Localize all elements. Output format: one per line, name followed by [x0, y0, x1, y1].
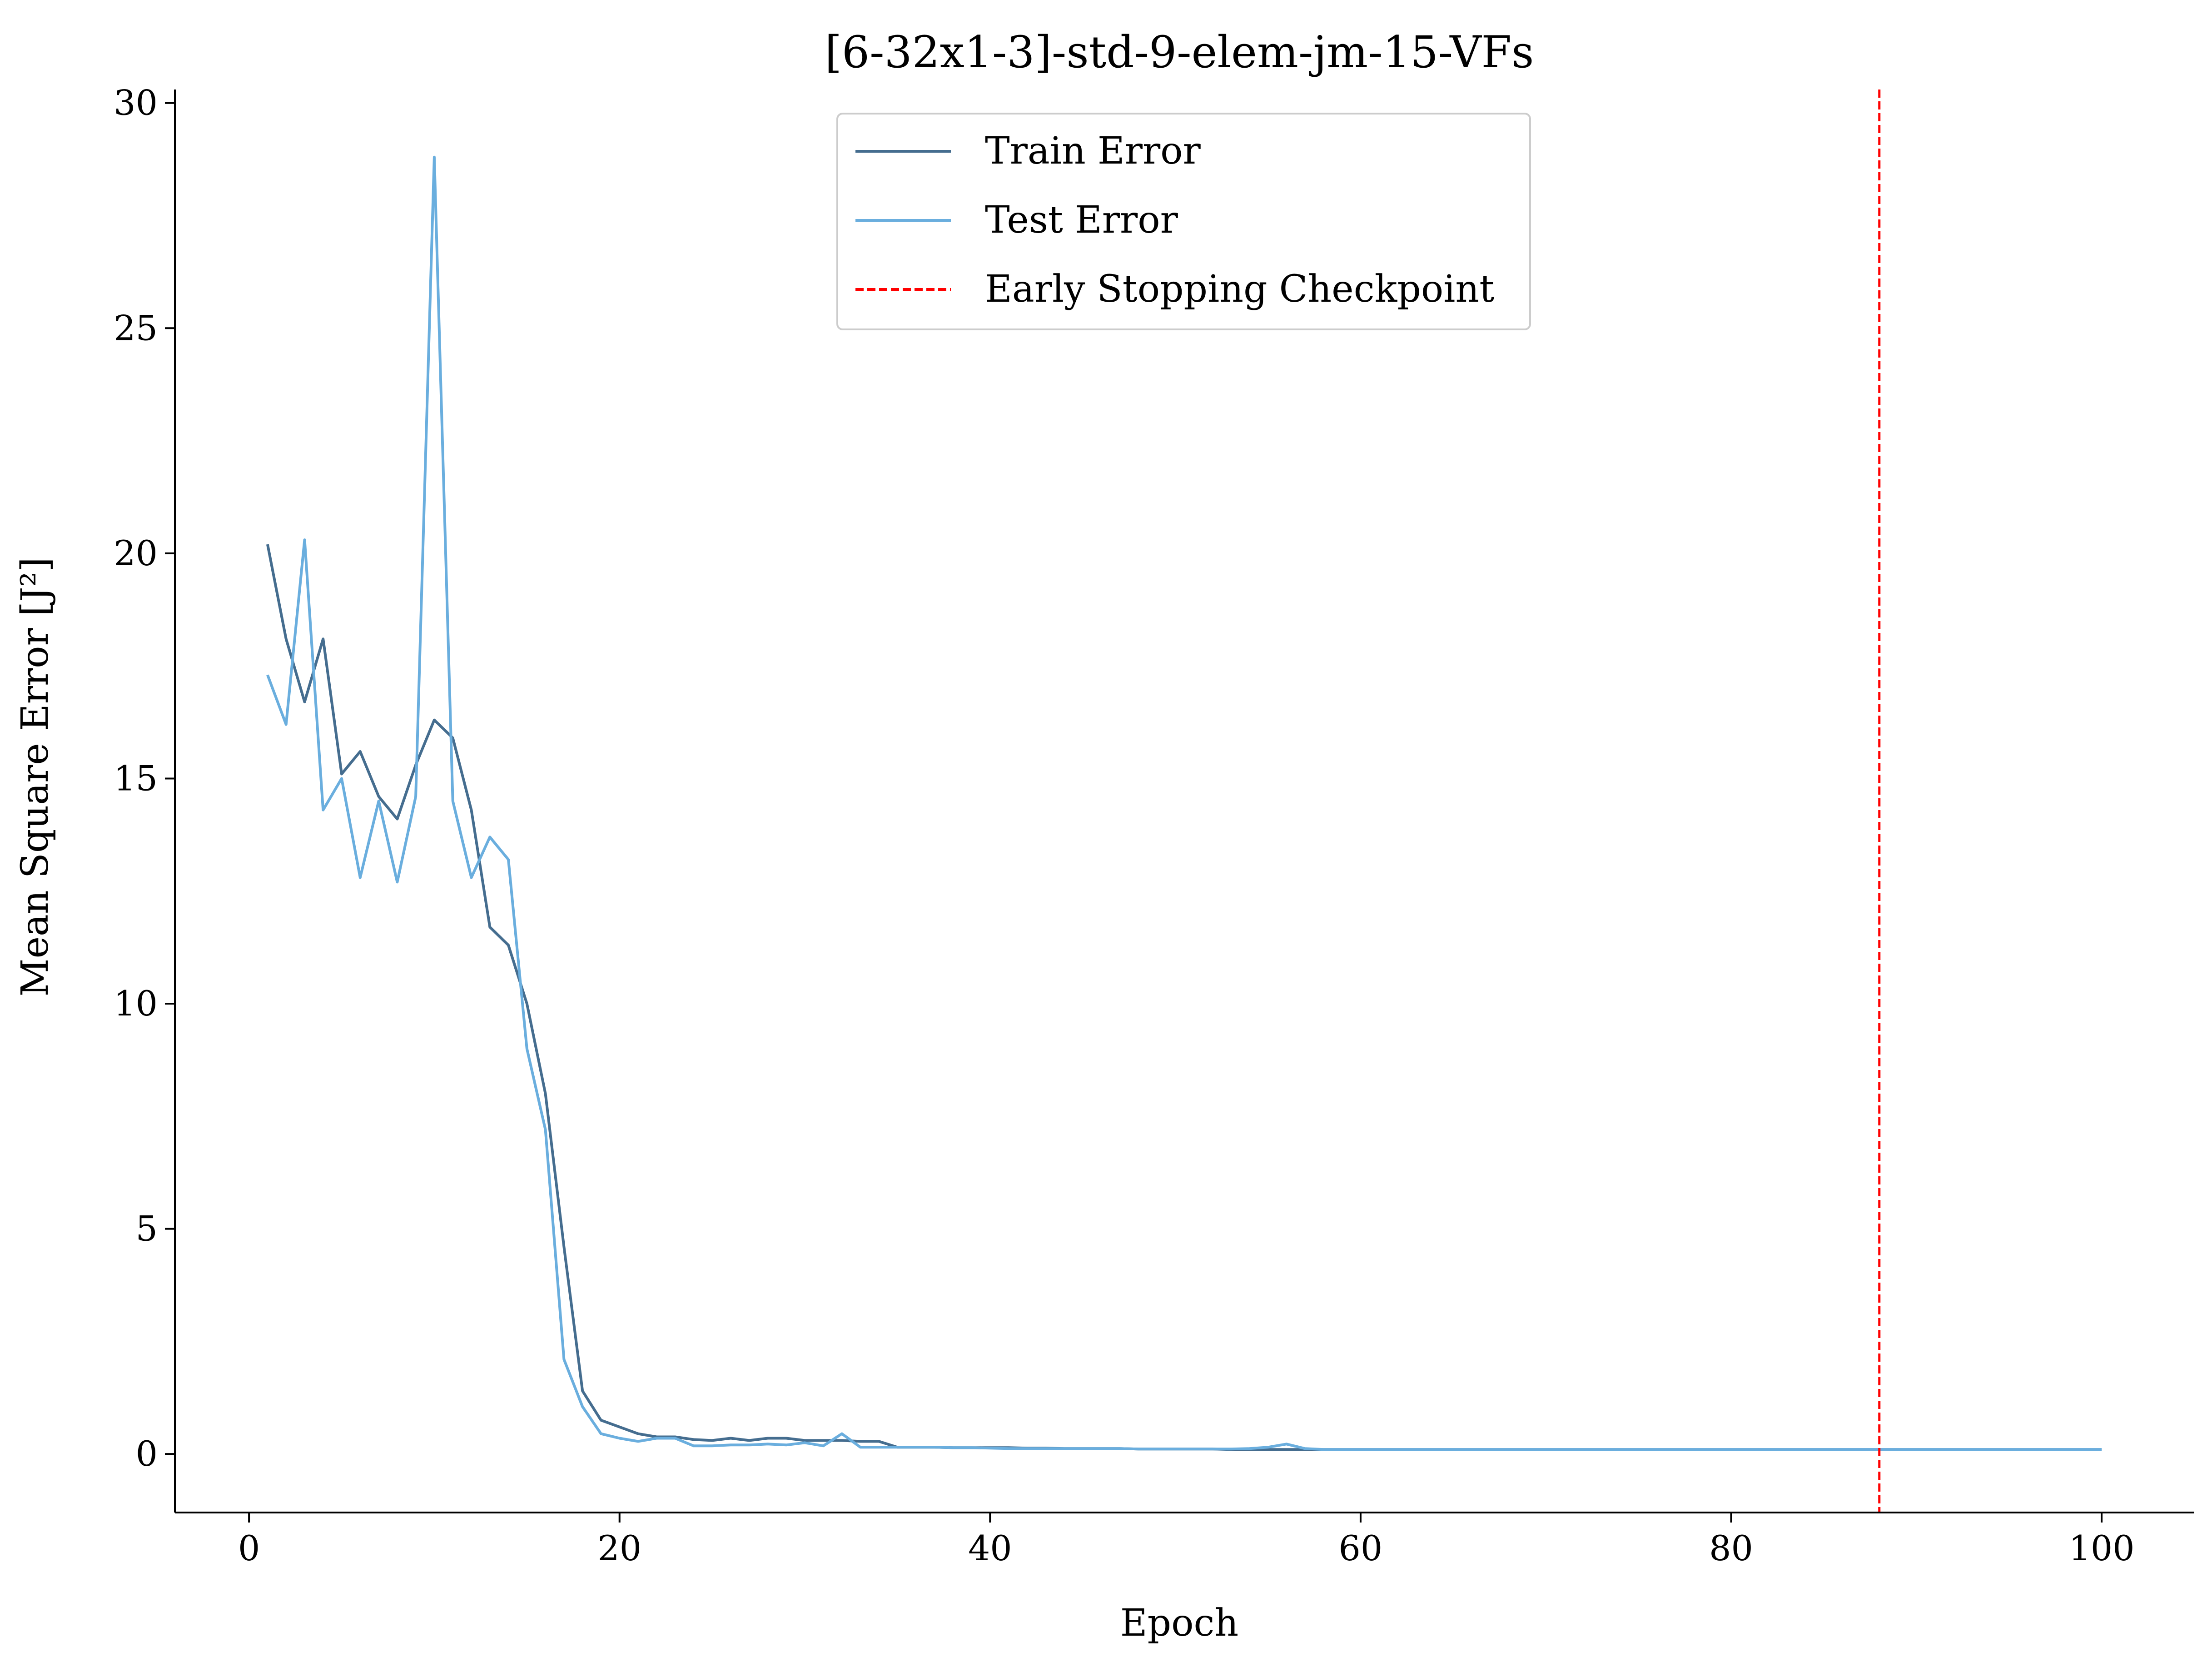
y-tick-label: 20 [114, 533, 158, 573]
y-axis-label: Mean Square Error [J²] [14, 557, 57, 996]
x-axis-label: Epoch [1120, 1602, 1238, 1645]
y-tick-label: 10 [114, 983, 158, 1024]
x-axis-ticks: 0 20 40 60 80 100 [238, 1513, 2135, 1568]
y-tick-label: 25 [114, 308, 158, 348]
x-tick-label: 20 [597, 1528, 641, 1568]
y-tick-label: 0 [136, 1433, 158, 1474]
y-tick-label: 15 [114, 758, 158, 798]
plot-lines [266, 90, 2102, 1513]
x-tick-label: 40 [968, 1528, 1012, 1568]
x-tick-label: 80 [1709, 1528, 1753, 1568]
y-tick-label: 30 [114, 83, 158, 123]
y-tick-label: 5 [136, 1209, 158, 1249]
legend-label-early-stopping-checkpoint: Early Stopping Checkpoint [985, 268, 1494, 311]
legend-label-train-error: Train Error [985, 129, 1201, 173]
test-error-line [266, 155, 2102, 1451]
legend-label-test-error: Test Error [985, 199, 1178, 242]
x-tick-label: 60 [1339, 1528, 1383, 1568]
x-tick-label: 100 [2069, 1528, 2135, 1568]
y-axis-ticks: 0 5 10 15 20 25 30 [114, 83, 175, 1474]
legend-box [836, 113, 1531, 330]
train-error-line [266, 544, 2102, 1451]
legend: Train Error Test Error Early Stopping Chec… [836, 113, 1531, 330]
axes [174, 90, 2194, 1513]
x-tick-label: 0 [238, 1528, 260, 1568]
chart-title: [6-32x1-3]-std-9-elem-jm-15-VFs [825, 27, 1534, 78]
